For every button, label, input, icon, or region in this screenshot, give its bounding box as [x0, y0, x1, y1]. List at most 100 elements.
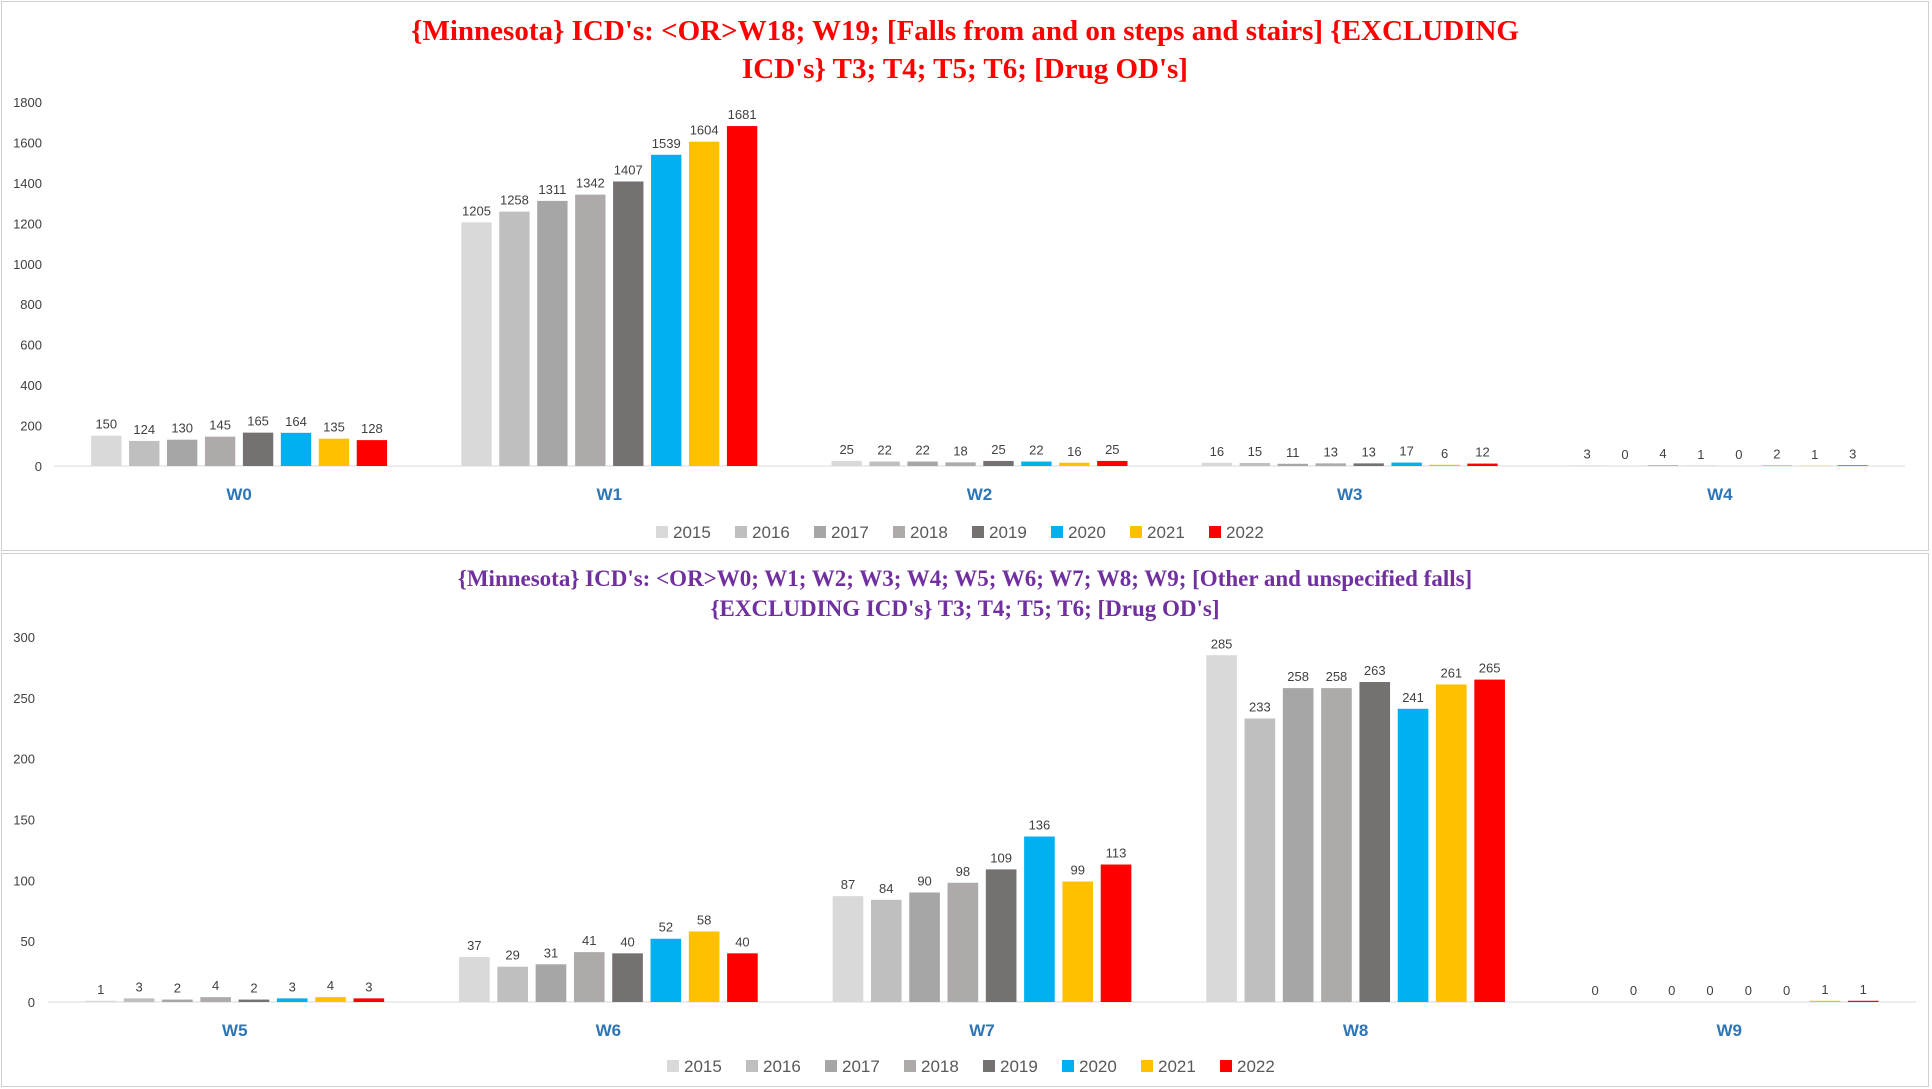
top-bar-w1-2016 [499, 211, 530, 466]
top-data-label: 16 [1210, 444, 1224, 459]
bottom-legend-swatch-2021 [1141, 1060, 1153, 1072]
bottom-data-label: 0 [1668, 983, 1675, 998]
top-ytick-label: 200 [20, 419, 42, 434]
bottom-data-label: 4 [212, 978, 219, 993]
bottom-bar-w6-2016 [497, 966, 528, 1002]
top-data-label: 25 [1105, 442, 1119, 457]
bottom-data-label: 29 [505, 948, 519, 963]
bottom-legend-label-2017: 2017 [842, 1057, 880, 1076]
bottom-data-label: 109 [990, 850, 1012, 865]
top-bar-w2-2015 [831, 460, 862, 466]
top-legend-swatch-2021 [1130, 526, 1142, 538]
bottom-bar-w8-2017 [1282, 688, 1314, 1002]
bottom-data-label: 233 [1249, 700, 1271, 715]
bottom-data-label: 40 [735, 934, 749, 949]
bottom-data-label: 4 [327, 978, 334, 993]
bottom-data-label: 0 [1745, 983, 1752, 998]
bottom-bar-w5-2022 [353, 998, 385, 1002]
top-bar-w2-2017 [907, 461, 938, 466]
top-data-label: 6 [1441, 446, 1448, 461]
top-ytick-label: 800 [20, 297, 42, 312]
bottom-data-label: 261 [1440, 665, 1462, 680]
bottom-legend-label-2019: 2019 [1000, 1057, 1038, 1076]
top-bar-w4-2015 [1571, 465, 1603, 466]
bottom-legend-label-2022: 2022 [1237, 1057, 1275, 1076]
top-data-label: 135 [323, 420, 345, 435]
bottom-category-label-w8: W8 [1343, 1021, 1369, 1040]
bottom-bar-w7-2017 [909, 892, 940, 1002]
top-data-label: 1205 [462, 203, 491, 218]
top-bar-w3-2022 [1467, 463, 1498, 466]
top-data-label: 1604 [690, 123, 719, 138]
top-bar-w3-2021 [1429, 464, 1460, 466]
top-data-label: 18 [953, 443, 967, 458]
bottom-data-label: 258 [1326, 669, 1348, 684]
bottom-legend-swatch-2017 [825, 1060, 837, 1072]
bottom-ytick-label: 0 [28, 995, 35, 1010]
top-data-label: 13 [1361, 444, 1375, 459]
top-bar-w0-2022 [356, 440, 388, 466]
top-legend-swatch-2017 [814, 526, 826, 538]
bottom-data-label: 263 [1364, 663, 1386, 678]
bottom-ytick-label: 300 [13, 630, 35, 645]
bottom-data-label: 113 [1106, 846, 1127, 861]
bottom-data-label: 1 [1821, 982, 1828, 997]
top-data-label: 164 [285, 414, 307, 429]
bottom-data-label: 285 [1211, 636, 1233, 651]
top-bar-w4-2017 [1647, 465, 1679, 466]
top-ytick-label: 0 [35, 459, 42, 474]
bottom-bar-w7-2021 [1062, 881, 1094, 1002]
bottom-bar-w7-2022 [1100, 864, 1132, 1002]
bottom-legend-swatch-2020 [1062, 1060, 1074, 1072]
bottom-bar-w8-2015 [1206, 655, 1237, 1002]
chart-panel-top: {Minnesota} ICD's: <OR>W18; W19; [Falls … [1, 1, 1929, 551]
bottom-category-label-w5: W5 [222, 1021, 248, 1040]
top-legend-label-2018: 2018 [910, 523, 948, 542]
top-bar-w1-2022 [726, 126, 758, 466]
top-bar-w3-2015 [1201, 462, 1233, 466]
top-legend-swatch-2020 [1051, 526, 1063, 538]
top-data-label: 1 [1811, 447, 1818, 462]
bottom-bar-w8-2019 [1359, 682, 1391, 1002]
top-bar-w2-2018 [945, 462, 976, 466]
bottom-data-label: 98 [956, 864, 970, 879]
top-bar-w3-2018 [1315, 463, 1346, 466]
bottom-data-label: 0 [1592, 983, 1599, 998]
top-bar-w1-2018 [575, 194, 606, 466]
top-data-label: 17 [1399, 444, 1413, 459]
top-ytick-label: 1600 [13, 135, 42, 150]
bottom-data-label: 41 [582, 933, 596, 948]
top-bar-w3-2016 [1239, 462, 1271, 466]
bottom-bar-w6-2018 [573, 952, 605, 1002]
top-data-label: 1311 [538, 182, 566, 197]
top-data-label: 1539 [652, 136, 681, 151]
bottom-data-label: 136 [1029, 818, 1051, 833]
bottom-bar-w7-2016 [870, 899, 902, 1002]
top-legend-swatch-2015 [656, 526, 668, 538]
bottom-data-label: 0 [1630, 983, 1637, 998]
top-data-label: 2 [1773, 447, 1780, 462]
bottom-bar-w7-2015 [832, 896, 864, 1002]
top-bar-w0-2018 [204, 436, 236, 466]
top-data-label: 0 [1735, 447, 1742, 462]
top-bar-w0-2015 [91, 435, 122, 466]
bottom-data-label: 265 [1479, 661, 1501, 676]
top-bar-w3-2019 [1353, 463, 1384, 466]
bottom-bar-w5-2015 [85, 1000, 117, 1002]
bottom-data-label: 0 [1783, 983, 1790, 998]
chart-title-top: {Minnesota} ICD's: <OR>W18; W19; [Falls … [411, 15, 1519, 85]
top-data-label: 3 [1849, 446, 1856, 461]
top-legend-swatch-2019 [972, 526, 984, 538]
top-ytick-label: 1800 [13, 95, 42, 110]
top-bar-w1-2020 [651, 154, 682, 466]
top-ytick-label: 1000 [13, 257, 42, 272]
top-legend-swatch-2018 [893, 526, 905, 538]
bottom-data-label: 3 [135, 979, 142, 994]
top-ytick-label: 600 [20, 338, 42, 353]
bottom-bar-w9-2022 [1847, 1000, 1879, 1002]
bottom-data-label: 3 [365, 979, 372, 994]
bottom-bar-w5-2019 [238, 999, 270, 1002]
bottom-data-label: 40 [620, 934, 634, 949]
